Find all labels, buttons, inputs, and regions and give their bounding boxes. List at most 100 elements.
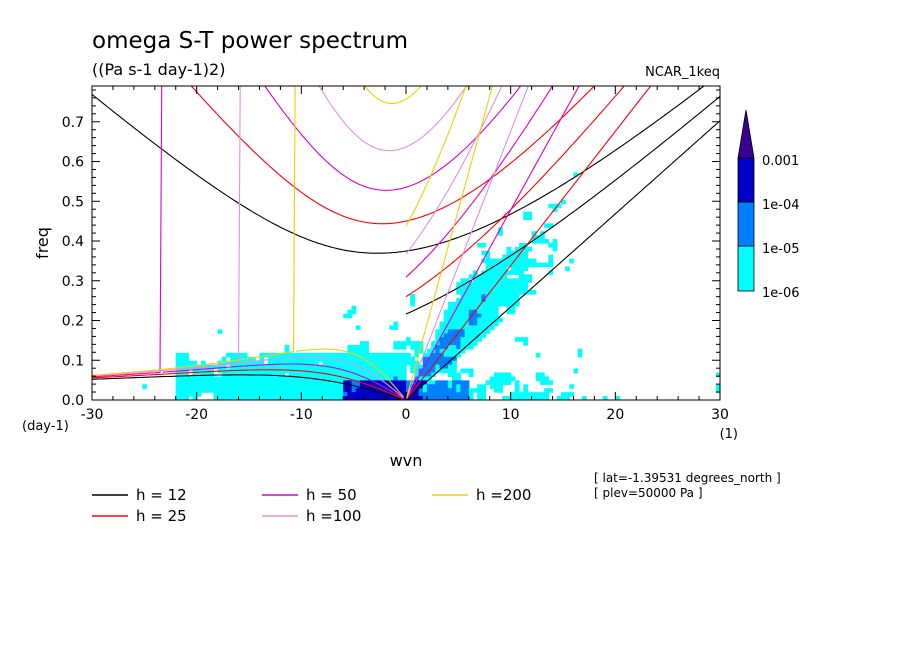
power-cell — [506, 270, 512, 275]
power-cell — [502, 274, 508, 279]
power-cell — [472, 305, 478, 311]
power-cell — [309, 384, 315, 389]
power-cell — [422, 368, 428, 374]
power-cell — [510, 254, 516, 260]
power-cell — [401, 360, 407, 366]
power-cell — [502, 297, 508, 303]
annotation-plev: [ plev=50000 Pa ] — [594, 486, 703, 500]
power-cell — [225, 376, 231, 381]
power-cell — [385, 380, 390, 385]
power-cell — [225, 392, 231, 397]
power-cell — [506, 278, 512, 283]
power-cell — [477, 388, 482, 393]
power-cell — [552, 203, 558, 209]
power-cell — [514, 396, 520, 400]
power-cell — [330, 396, 336, 400]
power-cell — [292, 356, 298, 362]
power-cell — [380, 352, 386, 358]
power-cell — [422, 376, 428, 381]
curve-mixed-rossby-gravity-h50 — [405, 86, 554, 278]
power-cell — [477, 286, 482, 291]
power-cell — [351, 352, 357, 358]
power-cell — [498, 266, 503, 272]
power-cell — [267, 368, 273, 374]
power-cell — [544, 396, 549, 400]
power-cell — [213, 388, 219, 393]
power-cell — [364, 396, 369, 400]
power-cell — [347, 388, 353, 393]
power-cell — [410, 368, 415, 374]
power-cell — [263, 368, 269, 374]
power-cell — [217, 329, 223, 334]
power-cell — [481, 325, 487, 330]
power-cell — [439, 364, 445, 370]
power-cell — [339, 396, 344, 400]
power-cell — [519, 337, 524, 342]
power-cell — [514, 380, 520, 385]
power-cell — [481, 290, 487, 295]
power-cell — [255, 360, 261, 366]
curve-equatorial-rossby-h50 — [162, 363, 404, 399]
power-cell — [355, 392, 361, 397]
power-cell — [435, 392, 441, 397]
power-cell — [569, 258, 575, 264]
power-cell — [246, 384, 252, 389]
x-tick-label: 10 — [502, 407, 520, 423]
power-cell — [339, 372, 344, 378]
power-cell — [401, 368, 407, 374]
power-cell — [221, 396, 227, 400]
power-cell — [439, 329, 445, 334]
power-cell — [389, 396, 395, 400]
power-cell — [230, 352, 235, 358]
power-cell — [217, 396, 223, 400]
y-tick-label: 0.2 — [62, 314, 84, 330]
power-cell — [498, 286, 503, 291]
power-cell — [339, 388, 344, 393]
power-cell — [234, 380, 240, 385]
power-cell — [401, 345, 407, 350]
power-cell — [372, 356, 378, 362]
power-cell — [372, 396, 378, 400]
power-cell — [318, 376, 323, 381]
power-cell — [510, 250, 516, 256]
power-cell — [221, 364, 227, 370]
power-cell — [179, 356, 185, 362]
power-cell — [276, 376, 281, 381]
power-cell — [577, 348, 583, 354]
power-cell — [460, 333, 466, 338]
power-cell — [452, 305, 457, 311]
power-cell — [272, 392, 277, 397]
power-cell — [443, 313, 449, 319]
power-cell — [263, 364, 269, 370]
power-cell — [196, 380, 202, 385]
power-cell — [297, 364, 302, 370]
power-cell — [519, 250, 524, 256]
power-cell — [452, 380, 457, 385]
power-cell — [502, 254, 508, 260]
power-cell — [410, 341, 415, 346]
power-cell — [184, 360, 189, 366]
power-cell — [288, 372, 294, 378]
power-cell — [447, 345, 453, 350]
power-cell — [259, 360, 265, 366]
power-cell — [292, 396, 298, 400]
power-cell — [456, 345, 462, 350]
power-cell — [318, 372, 323, 378]
power-cell — [309, 364, 315, 370]
power-cell — [468, 329, 474, 334]
power-cell — [326, 376, 332, 381]
power-cell — [489, 294, 495, 299]
power-cell — [209, 380, 215, 385]
power-cell — [213, 380, 219, 385]
power-cell — [523, 274, 529, 279]
power-cell — [175, 360, 181, 366]
power-cell — [389, 368, 395, 374]
power-cell — [715, 372, 720, 378]
power-cell — [514, 294, 520, 299]
power-cell — [468, 392, 474, 397]
legend-label: h =200 — [476, 486, 531, 504]
power-cell — [581, 396, 587, 400]
power-cell — [376, 356, 382, 362]
power-cell — [460, 380, 466, 385]
power-cell — [343, 392, 348, 397]
